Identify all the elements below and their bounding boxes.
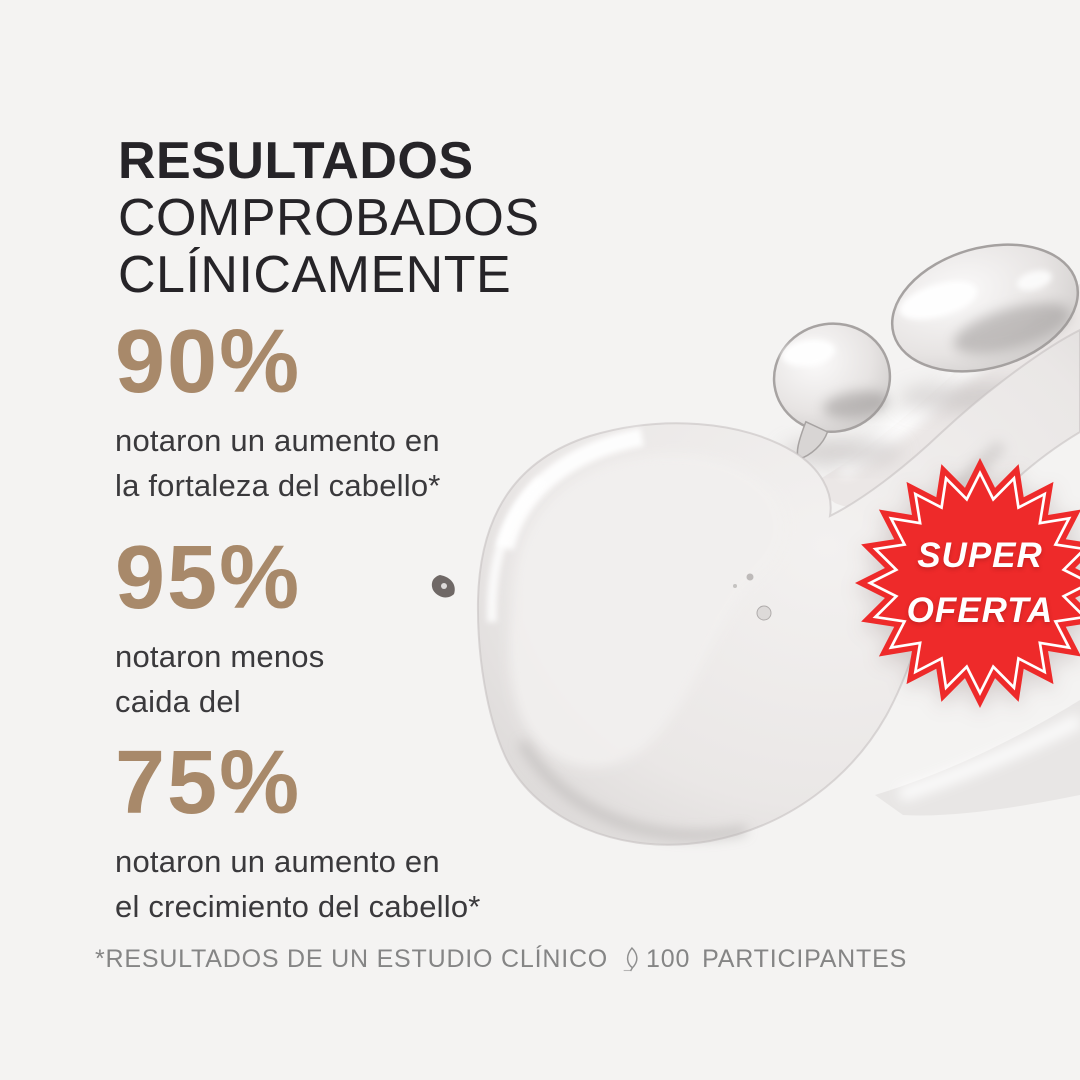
stat-desc-growth: notaron un aumento en el crecimiento del… [115, 839, 481, 929]
badge-text: SUPER OFERTA [855, 458, 1080, 708]
stat-block-hair-loss: 95% notaron menos caida del [115, 532, 324, 724]
droplet-small [772, 322, 892, 460]
badge-line-2: OFERTA [906, 590, 1054, 630]
stat-value-90: 90% [115, 312, 302, 412]
headline-line-2: COMPROBADOS [118, 189, 540, 248]
headline-line-1: RESULTADOS [118, 132, 474, 191]
stat-block-strength: 90% notaron un aumento en la fortaleza d… [115, 316, 441, 508]
stat-block-growth: 75% notaron un aumento en el crecimiento… [115, 737, 481, 929]
speck-droplet [431, 575, 455, 598]
stat-desc-line: el crecimiento del cabello* [115, 889, 481, 924]
clinical-study-footnote: *RESULTADOS DE UN ESTUDIO CLÍNICO 100 PA… [95, 945, 907, 974]
stat-desc-strength: notaron un aumento en la fortaleza del c… [115, 418, 441, 508]
stat-value-95: 95% [115, 528, 302, 628]
stat-desc-hair-loss: notaron menos caida del [115, 634, 324, 724]
page-title: RESULTADOS COMPROBADOS CLÍNICAMENTE [118, 133, 540, 304]
stat-desc-line: notaron un aumento en [115, 844, 440, 879]
stat-value-75: 75% [115, 733, 302, 833]
droplet-large [890, 243, 1080, 373]
participants-count: 100 [646, 945, 691, 973]
super-offer-badge: SUPER OFERTA [855, 458, 1080, 708]
footnote-suffix: PARTICIPANTES [702, 945, 908, 973]
leaf-icon [620, 946, 642, 973]
headline-line-3: CLÍNICAMENTE [118, 246, 512, 305]
stat-desc-line: caida del [115, 684, 241, 719]
badge-line-1: SUPER [917, 535, 1043, 575]
stat-desc-line: notaron menos [115, 639, 325, 674]
footnote-prefix: *RESULTADOS DE UN ESTUDIO CLÍNICO [95, 945, 609, 973]
stat-desc-line: la fortaleza del cabello* [115, 468, 441, 503]
stat-desc-line: notaron un aumento en [115, 423, 440, 458]
